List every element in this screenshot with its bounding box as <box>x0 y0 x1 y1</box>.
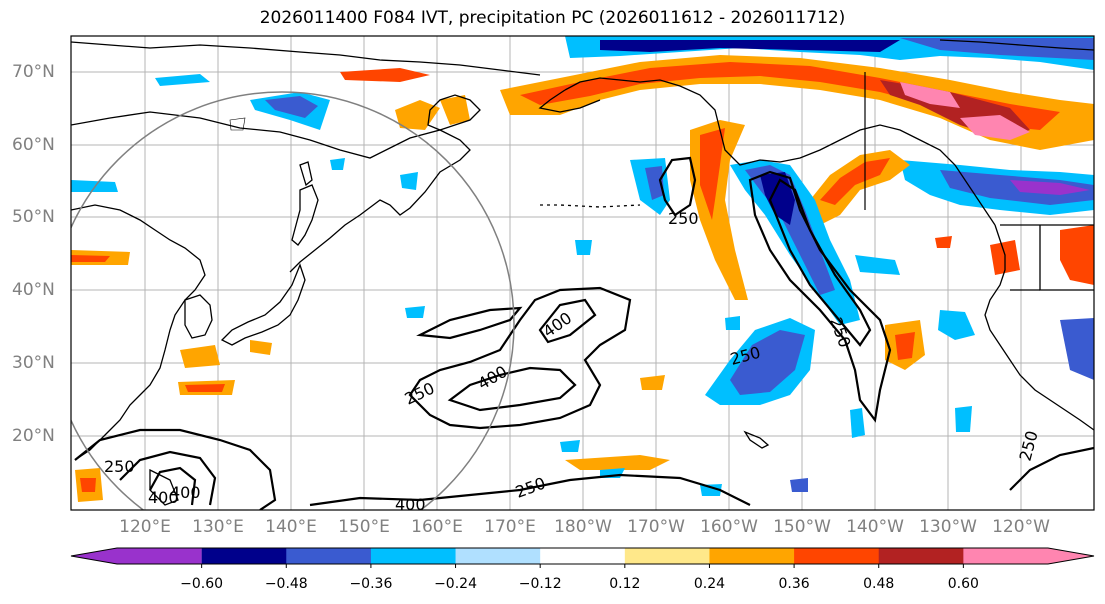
colorbar-segment <box>540 548 626 564</box>
lon-label: 140°W <box>846 517 904 537</box>
colorbar-segment <box>709 548 795 564</box>
colorbar-tick-label: −0.24 <box>434 576 477 592</box>
precip-pc-shading <box>71 36 1094 502</box>
lon-label: 150°E <box>338 517 390 537</box>
colorbar-tick-label: 0.36 <box>778 576 810 592</box>
lat-label: 70°N <box>12 62 55 82</box>
colorbar-tick-label: 0.24 <box>693 576 726 592</box>
colorbar-tick-label: 0.60 <box>947 576 979 592</box>
lon-label: 160°W <box>700 517 758 537</box>
contour-label: 400 <box>395 495 426 514</box>
colorbar-tick-label: 0.48 <box>863 576 895 592</box>
colorbar <box>70 547 1095 568</box>
contour-label: 250 <box>104 457 135 476</box>
colorbar-segment <box>71 548 202 564</box>
colorbar-tick-label: −0.12 <box>518 576 562 592</box>
contour-label: 400 <box>148 488 179 507</box>
lon-label: 120°E <box>119 517 171 537</box>
great-circle <box>71 91 515 510</box>
colorbar-segment <box>794 548 880 564</box>
lat-label: 20°N <box>12 426 55 446</box>
colorbar-tick-label: 0.12 <box>609 576 641 592</box>
colorbar-tick-label: −0.48 <box>264 576 308 592</box>
lat-label: 60°N <box>12 135 55 155</box>
colorbar-tick-label: −0.36 <box>349 576 393 592</box>
lon-label: 150°W <box>773 517 831 537</box>
contour-label: 250 <box>668 209 699 228</box>
lon-label: 130°E <box>192 517 244 537</box>
coastlines <box>71 39 1094 506</box>
lat-label: 40°N <box>12 280 55 300</box>
lon-label: 180°W <box>554 517 612 537</box>
lon-label: 160°E <box>411 517 463 537</box>
lat-label: 30°N <box>12 353 55 373</box>
contour-label: 400 <box>170 483 201 502</box>
colorbar-segment <box>370 548 457 564</box>
map-frame <box>70 35 1095 511</box>
colorbar-tick-label: −0.60 <box>180 576 224 592</box>
lon-label: 170°E <box>484 517 536 537</box>
colorbar-segment <box>963 548 1094 564</box>
lat-label: 50°N <box>12 207 55 227</box>
lon-label: 170°W <box>627 517 685 537</box>
colorbar-segment <box>455 548 541 564</box>
map-title: 2026011400 F084 IVT, precipitation PC (2… <box>259 8 846 28</box>
colorbar-segment <box>878 548 964 564</box>
colorbar-segment <box>624 548 710 564</box>
colorbar-outline <box>70 547 1095 565</box>
lon-label: 130°W <box>919 517 977 537</box>
colorbar-segment <box>286 548 372 564</box>
lon-label: 120°W <box>992 517 1050 537</box>
ivt-contours <box>74 156 1094 510</box>
colorbar-segment <box>201 548 287 564</box>
lon-label: 140°E <box>265 517 317 537</box>
